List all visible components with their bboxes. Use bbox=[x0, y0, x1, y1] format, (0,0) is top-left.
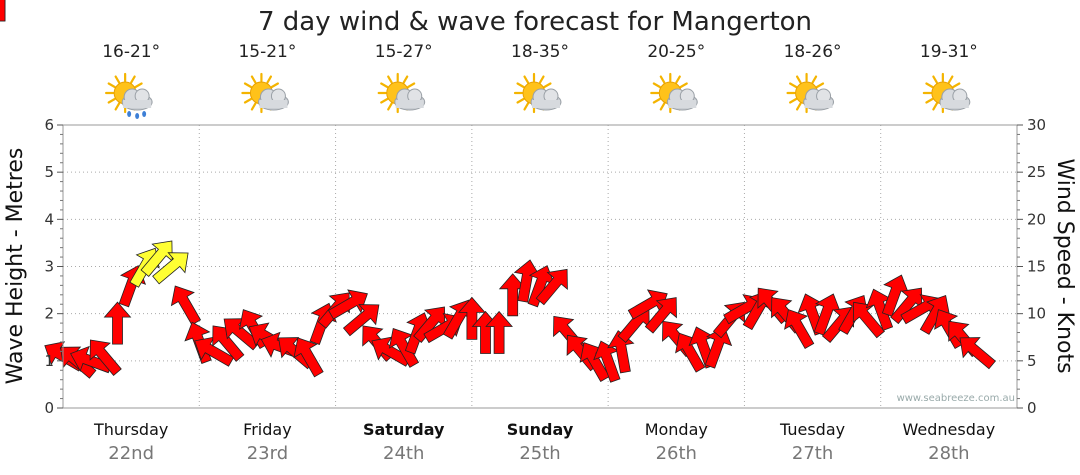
wind-arrow bbox=[535, 268, 568, 306]
wind-arrow bbox=[784, 309, 815, 350]
wind-arrow bbox=[89, 339, 122, 376]
right-axis-title: Wind Speed - Knots bbox=[1052, 158, 1077, 373]
right-tick-label: 10 bbox=[1027, 305, 1046, 323]
wind-arrow bbox=[704, 326, 733, 369]
wind-arrow bbox=[0, 0, 6, 22]
day-temp-range: 19-31° bbox=[920, 42, 978, 62]
right-tick-label: 30 bbox=[1027, 116, 1046, 134]
left-tick-label: 4 bbox=[44, 210, 54, 228]
sun-cloud-icon bbox=[786, 72, 835, 114]
day-temp-range: 18-26° bbox=[784, 42, 842, 62]
day-date: 28th bbox=[928, 443, 969, 464]
wind-arrow bbox=[103, 301, 132, 345]
right-tick-label: 25 bbox=[1027, 163, 1046, 181]
wind-arrow bbox=[293, 337, 324, 378]
left-tick-label: 2 bbox=[44, 305, 54, 323]
left-tick-label: 1 bbox=[44, 352, 54, 370]
credit-text: www.seabreeze.com.au bbox=[897, 393, 1015, 404]
day-name: Friday bbox=[243, 420, 292, 439]
day-temp-range: 15-27° bbox=[375, 42, 433, 62]
day-temp-range: 15-21° bbox=[238, 42, 296, 62]
day-name: Monday bbox=[645, 420, 708, 439]
day-name: Sunday bbox=[507, 420, 574, 439]
wind-arrow bbox=[327, 289, 368, 320]
day-temp-range: 18-35° bbox=[511, 42, 569, 62]
day-date: 25th bbox=[519, 443, 560, 464]
day-date: 23rd bbox=[247, 443, 288, 464]
sun-cloud-icon bbox=[513, 72, 562, 114]
day-temp-range: 16-21° bbox=[102, 42, 160, 62]
right-tick-label: 20 bbox=[1027, 210, 1046, 228]
left-tick-label: 5 bbox=[44, 163, 54, 181]
day-date: 22nd bbox=[108, 443, 154, 464]
chart-title: 7 day wind & wave forecast for Mangerton bbox=[258, 7, 812, 37]
day-name: Saturday bbox=[363, 420, 445, 439]
wind-arrow bbox=[485, 310, 513, 354]
wind-arrow bbox=[152, 252, 189, 285]
grid bbox=[63, 125, 1017, 408]
sun-cloud-icon bbox=[241, 72, 289, 114]
right-tick-label: 5 bbox=[1027, 352, 1037, 370]
day-date: 24th bbox=[383, 443, 424, 464]
left-tick-label: 3 bbox=[44, 258, 54, 276]
day-name: Wednesday bbox=[903, 420, 996, 439]
day-columns: 16-21° Thursday 22nd 15-21° Friday 23rd 15-27°… bbox=[93, 42, 995, 464]
wind-arrow bbox=[644, 297, 677, 334]
right-axis: 0 5 10 15 20 25 30 bbox=[1017, 116, 1046, 417]
day-date: 27th bbox=[792, 443, 833, 464]
right-tick-label: 0 bbox=[1027, 399, 1037, 417]
day-name: Tuesday bbox=[779, 420, 845, 439]
wind-arrow bbox=[959, 337, 996, 370]
sun-cloud-icon bbox=[650, 72, 698, 114]
left-tick-label: 0 bbox=[44, 399, 54, 417]
wind-arrow bbox=[140, 240, 173, 277]
sun-cloud-icon bbox=[922, 72, 971, 114]
left-tick-label: 6 bbox=[44, 116, 54, 134]
right-tick-label: 15 bbox=[1027, 258, 1046, 276]
wind-arrow bbox=[852, 301, 885, 339]
wind-arrows bbox=[0, 0, 996, 383]
day-temp-range: 20-25° bbox=[647, 42, 705, 62]
sun-cloud-rain-icon bbox=[105, 72, 153, 119]
wind-arrow bbox=[458, 296, 486, 340]
wind-arrow bbox=[170, 285, 202, 326]
day-date: 26th bbox=[656, 443, 697, 464]
left-axis-title: Wave Height - Metres bbox=[3, 148, 28, 385]
day-name: Thursday bbox=[93, 420, 168, 439]
wind-arrow bbox=[342, 304, 380, 337]
sun-cloud-icon bbox=[377, 72, 426, 114]
left-axis: 0 1 2 3 4 5 6 bbox=[44, 116, 63, 417]
